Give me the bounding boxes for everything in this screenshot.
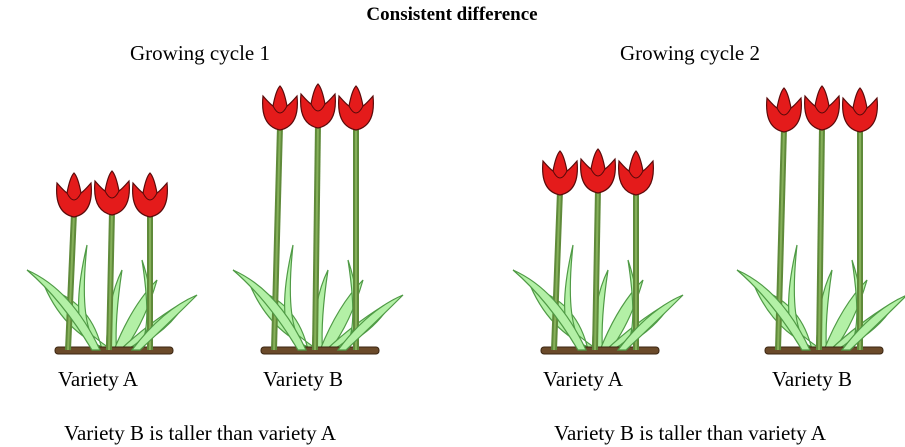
- group-label: Variety B: [772, 367, 852, 391]
- caption: Variety B is taller than variety A: [64, 421, 337, 445]
- tulip-head: [543, 151, 578, 195]
- plants: [27, 84, 905, 354]
- tulip-head: [95, 171, 130, 215]
- soil: [55, 347, 173, 354]
- diagram: Consistent difference Growing cycle 1 Gr…: [0, 0, 905, 447]
- tulip-head: [843, 88, 878, 132]
- soil: [541, 347, 659, 354]
- group-label: Variety B: [263, 367, 343, 391]
- panel-heading: Growing cycle 2: [620, 41, 760, 65]
- group-label: Variety A: [543, 367, 624, 391]
- tulip-head: [263, 86, 298, 130]
- panel-heading: Growing cycle 1: [130, 41, 270, 65]
- tulip-head: [339, 86, 374, 130]
- tulip-head: [301, 84, 336, 128]
- caption: Variety B is taller than variety A: [554, 421, 827, 445]
- group-label: Variety A: [58, 367, 139, 391]
- soil: [765, 347, 883, 354]
- tulip-head: [581, 149, 616, 193]
- tulip-head: [133, 173, 168, 217]
- tulip-head: [57, 173, 92, 217]
- tulip-head: [805, 86, 840, 130]
- tulip-head: [619, 151, 654, 195]
- tulip-head: [767, 88, 802, 132]
- soil: [261, 347, 379, 354]
- title: Consistent difference: [366, 4, 537, 25]
